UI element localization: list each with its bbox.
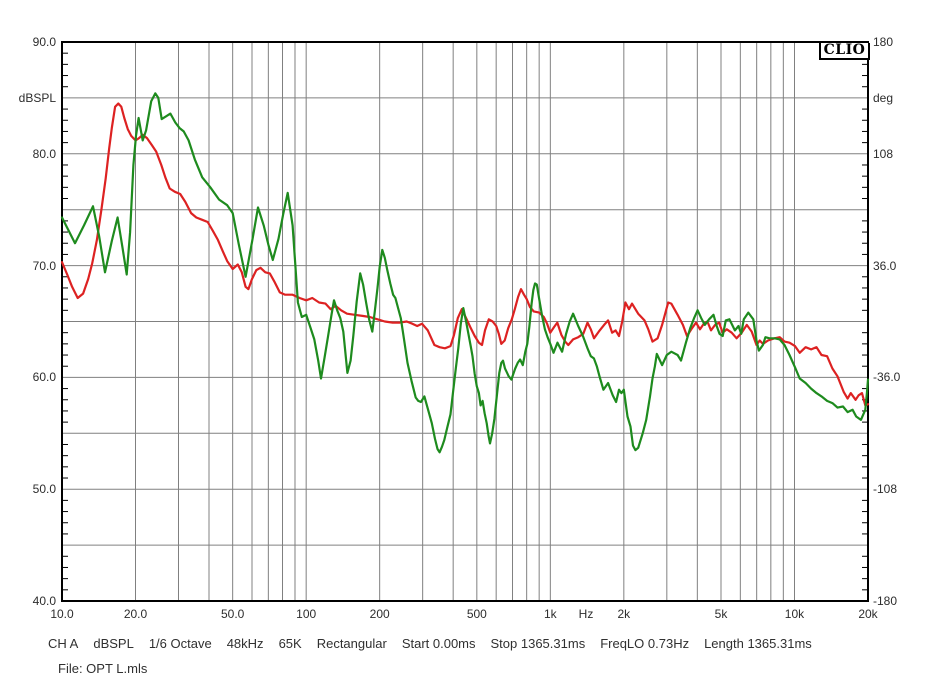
x-tick-label: 20k [858,607,878,621]
status-item: 48kHz [226,636,264,651]
x-tick-label: 500 [466,607,487,621]
y-left-tick-label: 70.0 [32,258,56,273]
status-item: 65K [278,636,302,651]
y-right-tick-label: 180 [873,35,894,49]
measurement-settings-bar: CH A dBSPL 1/6 Octave 48kHz 65K Rectangular St… [48,636,812,651]
x-tick-label: 2k [617,607,631,621]
x-tick-label: 10.0 [50,607,74,621]
status-item: Start 0.00ms [401,636,476,651]
status-item: FreqLO 0.73Hz [600,636,690,651]
status-item: Length 1365.31ms [704,636,812,651]
status-item: Stop 1365.31ms [490,636,586,651]
y-left-tick-label: 50.0 [32,482,56,497]
y-left-tick-label: 80.0 [32,146,56,161]
y-right-tick-label: 108 [873,146,894,161]
status-item: 1/6 Octave [148,636,212,651]
x-tick-label: 20.0 [123,607,148,621]
status-item: Rectangular [316,636,387,651]
y-left-unit-label: dBSPL [18,90,56,105]
x-tick-label: 100 [296,607,317,621]
y-right-tick-label: -36.0 [873,370,901,385]
x-tick-label: 50.0 [220,607,245,621]
y-right-unit-label: deg [873,90,894,105]
y-right-tick-label: -108 [873,482,898,497]
clio-logo: CLIO [819,43,870,60]
y-right-tick-label: -180 [873,594,898,608]
series-red-curve [60,102,870,407]
file-label: File: OPT L.mls [58,661,148,676]
x-tick-label: 200 [369,607,390,621]
series-green-curve [60,92,870,454]
y-left-tick-label: 60.0 [32,370,56,385]
y-left-tick-label: 40.0 [32,594,56,608]
plot-border [61,41,869,602]
x-tick-label: 5k [714,607,728,621]
status-item: CH A [48,636,79,651]
status-item: dBSPL [93,636,134,651]
y-left-tick-label: 90.0 [32,35,56,49]
x-tick-label: 10k [784,607,805,621]
x-tick-label: 1k [543,607,557,621]
y-right-tick-label: 36.0 [873,258,897,273]
x-unit-label: Hz [578,607,594,621]
